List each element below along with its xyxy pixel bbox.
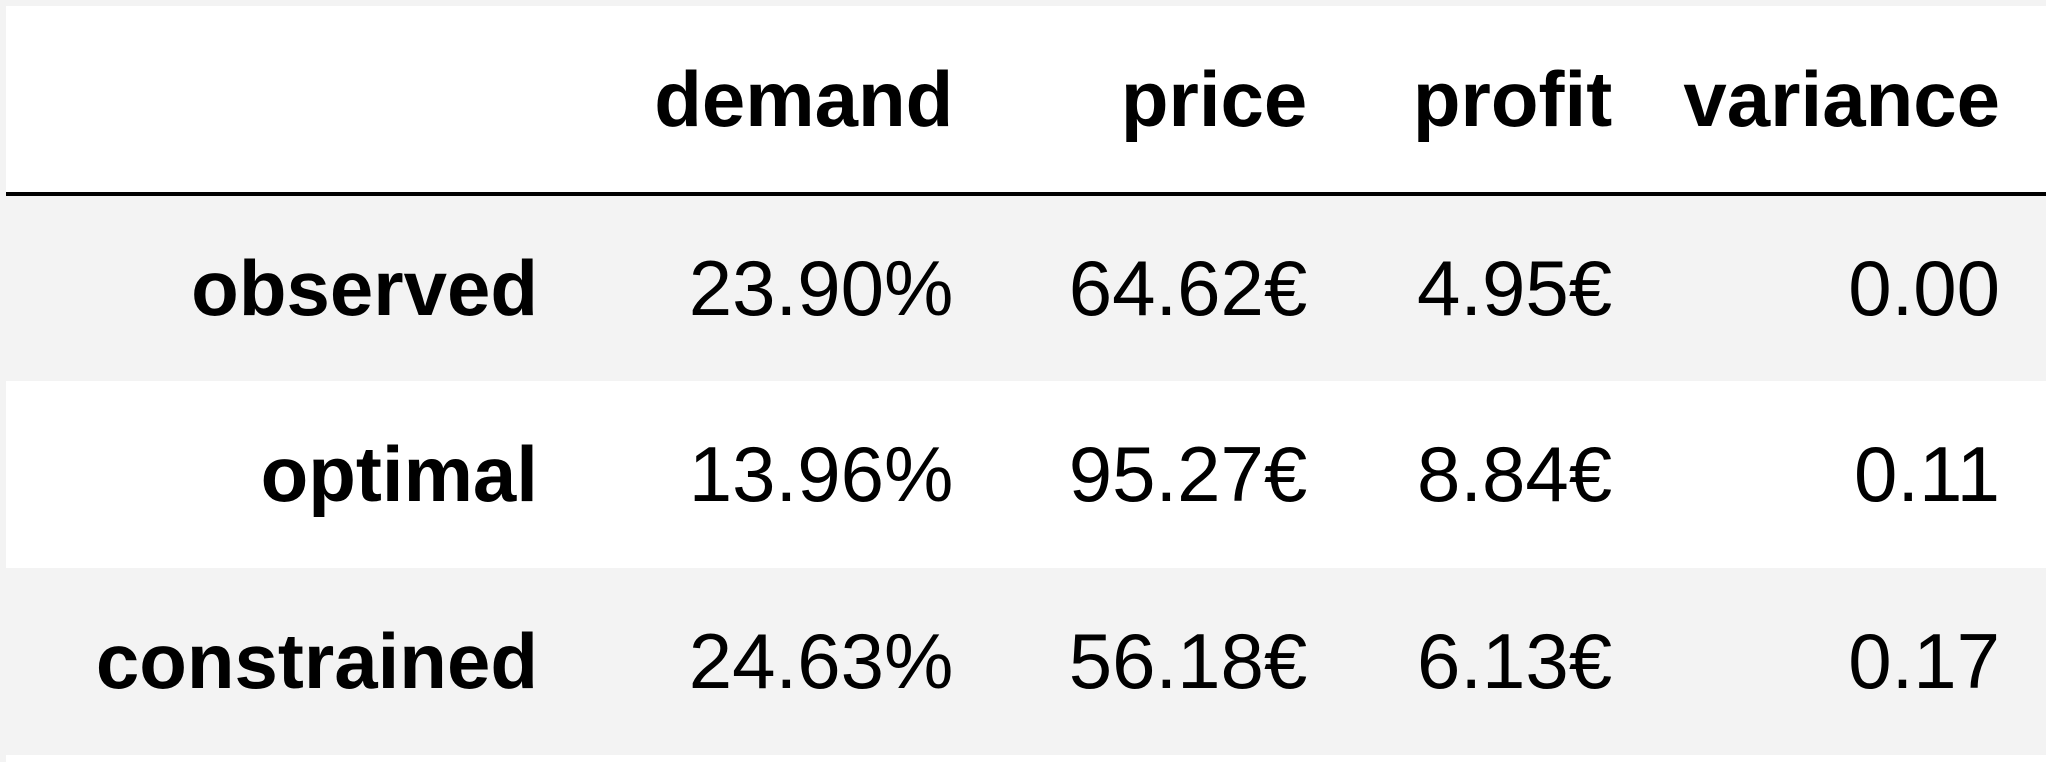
- cell-variance: 0.00: [1848, 244, 2000, 332]
- cell-profit: 4.95€: [1416, 244, 1613, 332]
- cell-demand: 13.96%: [688, 430, 954, 518]
- dataframe-container: demand price profit variance observed 23…: [6, 6, 2046, 762]
- table-body: observed 23.90% 64.62€ 4.95€ 0.00 optima…: [6, 194, 2046, 755]
- results-table: demand price profit variance observed 23…: [6, 6, 2046, 755]
- cell-price: 56.18€: [1068, 617, 1308, 705]
- header-price: price: [953, 6, 1308, 196]
- row-label: observed: [191, 244, 538, 332]
- cell-profit: 6.13€: [1416, 617, 1613, 705]
- cell-demand: 23.90%: [688, 244, 954, 332]
- table-row: observed 23.90% 64.62€ 4.95€ 0.00: [6, 194, 2046, 381]
- cell-variance: 0.17: [1848, 617, 2000, 705]
- header-demand: demand: [537, 6, 954, 196]
- table-header: demand price profit variance: [6, 6, 2046, 196]
- header-variance: variance: [1612, 6, 2046, 196]
- header-row: demand price profit variance: [6, 6, 2046, 196]
- table-row: constrained 24.63% 56.18€ 6.13€ 0.17: [6, 568, 2046, 755]
- header-profit: profit: [1307, 6, 1613, 196]
- header-index: [6, 6, 538, 196]
- cell-profit: 8.84€: [1416, 430, 1613, 518]
- row-label: constrained: [95, 617, 538, 705]
- table-row: optimal 13.96% 95.27€ 8.84€ 0.11: [6, 381, 2046, 568]
- cell-price: 64.62€: [1068, 244, 1308, 332]
- cell-variance: 0.11: [1853, 430, 2000, 518]
- cell-price: 95.27€: [1068, 430, 1308, 518]
- cell-demand: 24.63%: [688, 617, 954, 705]
- row-label: optimal: [260, 430, 538, 518]
